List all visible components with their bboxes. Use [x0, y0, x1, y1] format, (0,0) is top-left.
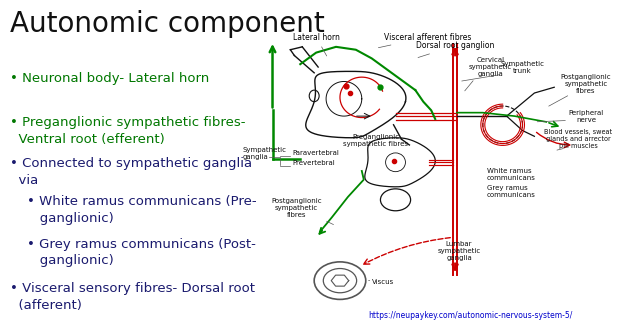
Text: Dorsal root ganglion: Dorsal root ganglion — [416, 41, 494, 57]
Text: • Grey ramus communicans (Post-
   ganglionic): • Grey ramus communicans (Post- ganglion… — [27, 238, 256, 267]
Text: • White ramus communicans (Pre-
   ganglionic): • White ramus communicans (Pre- ganglion… — [27, 195, 257, 225]
Text: White ramus
communicans: White ramus communicans — [487, 168, 536, 181]
Text: Postganglionic
sympathetic
fibres: Postganglionic sympathetic fibres — [561, 74, 611, 94]
Text: https://neupaykey.com/autonomic-nervous-system-5/: https://neupaykey.com/autonomic-nervous-… — [368, 311, 572, 320]
Text: Peripheral
nerve: Peripheral nerve — [568, 110, 604, 123]
Text: • Visceral sensory fibres- Dorsal root
  (afferent): • Visceral sensory fibres- Dorsal root (… — [10, 282, 255, 312]
Text: Cervical
sympathetic
ganglia: Cervical sympathetic ganglia — [469, 57, 513, 77]
Text: Grey ramus
communicans: Grey ramus communicans — [487, 185, 536, 198]
Text: Sympathetic
ganglia: Sympathetic ganglia — [243, 147, 287, 160]
Text: Viscus: Viscus — [372, 278, 394, 284]
Text: Preganglionic
sympathetic fibres: Preganglionic sympathetic fibres — [343, 134, 408, 147]
Text: Autonomic component: Autonomic component — [10, 10, 324, 38]
Text: Paravertebral: Paravertebral — [292, 150, 339, 156]
Text: Lateral horn: Lateral horn — [292, 32, 340, 56]
Text: Lumbar
sympathetic
ganglia: Lumbar sympathetic ganglia — [437, 241, 481, 261]
Text: Visceral afferent fibres: Visceral afferent fibres — [378, 32, 471, 48]
Text: • Neuronal body- Lateral horn: • Neuronal body- Lateral horn — [10, 72, 209, 85]
Text: Blood vessels, sweat
glands and arrector
pili muscles: Blood vessels, sweat glands and arrector… — [544, 129, 612, 149]
Text: Sympathetic
trunk: Sympathetic trunk — [500, 61, 545, 74]
Text: • Connected to sympathetic ganglia
  via: • Connected to sympathetic ganglia via — [10, 157, 252, 187]
Text: • Preganglionic sympathetic fibres-
  Ventral root (efferent): • Preganglionic sympathetic fibres- Vent… — [10, 116, 245, 146]
Text: Prevertebral: Prevertebral — [292, 160, 335, 166]
Text: Postganglionic
sympathetic
fibres: Postganglionic sympathetic fibres — [271, 198, 322, 218]
